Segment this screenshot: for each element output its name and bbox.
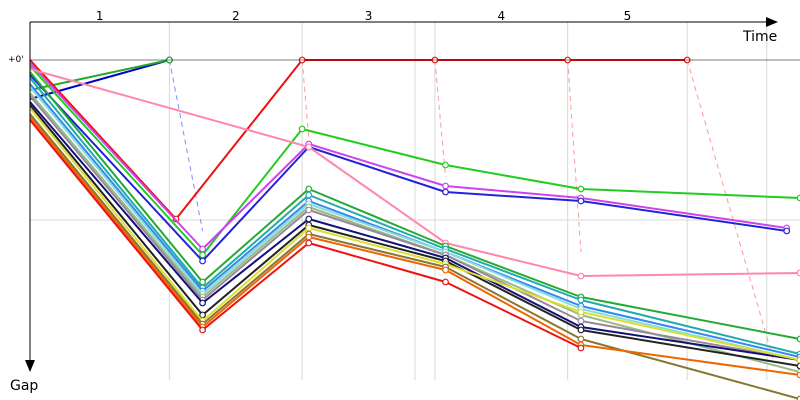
data-point	[577, 185, 585, 193]
data-point	[305, 233, 313, 241]
series-path	[29, 65, 800, 256]
x-axis-title: Time	[742, 29, 777, 45]
data-point	[199, 257, 206, 265]
leader-line	[301, 59, 310, 139]
lap-label-layer: 1 2 3 4 5	[96, 9, 631, 23]
data-point	[199, 251, 206, 259]
data-point	[305, 215, 313, 223]
data-point	[305, 239, 313, 247]
data-point	[442, 182, 449, 190]
data-point	[442, 278, 449, 286]
axis-layer: Time Gap +0'	[8, 17, 800, 394]
leader-line	[168, 59, 204, 232]
data-point	[199, 326, 206, 334]
data-point	[442, 161, 449, 169]
series-path	[29, 107, 800, 361]
lap-label: 5	[624, 9, 632, 23]
series-path	[29, 77, 800, 355]
y-axis-title: Gap	[10, 378, 38, 394]
series-path	[29, 74, 787, 262]
series-path	[29, 59, 170, 100]
data-point	[577, 335, 585, 343]
series-line	[29, 119, 585, 352]
data-point	[305, 143, 313, 151]
data-point	[577, 317, 585, 325]
data-point	[305, 185, 313, 193]
series-path	[29, 83, 800, 358]
data-point	[796, 362, 800, 370]
leader-line	[434, 59, 447, 178]
series-path	[29, 104, 800, 367]
data-point	[305, 191, 313, 199]
x-axis-arrow	[766, 17, 778, 27]
series-path	[29, 62, 787, 250]
data-point	[298, 125, 306, 133]
zero-tick-label: +0'	[8, 55, 24, 65]
data-point	[442, 266, 449, 274]
lap-label: 1	[96, 9, 104, 23]
data-point	[199, 245, 206, 253]
data-point	[796, 335, 800, 343]
data-point	[577, 308, 585, 316]
lap-label: 2	[232, 9, 240, 23]
lap-label: 3	[365, 9, 373, 23]
series-line	[29, 65, 800, 259]
data-point	[796, 356, 800, 364]
data-point	[199, 299, 206, 307]
series-path	[29, 101, 800, 361]
data-point	[305, 206, 313, 214]
data-point	[796, 371, 800, 379]
data-point	[442, 188, 449, 196]
data-point	[577, 197, 585, 205]
series-path	[29, 71, 800, 340]
data-point	[783, 227, 791, 235]
data-point	[305, 224, 313, 232]
data-point	[577, 272, 585, 280]
data-point	[577, 326, 585, 334]
series-path	[29, 92, 800, 373]
y-axis-arrow	[25, 360, 35, 372]
leader-line-layer	[168, 59, 774, 361]
series-layer	[29, 56, 800, 400]
lap-label: 4	[497, 9, 505, 23]
series-path	[29, 95, 800, 361]
data-point	[796, 395, 800, 400]
series-path	[29, 59, 688, 220]
series-path	[29, 86, 800, 361]
data-point	[577, 344, 585, 352]
data-point	[199, 278, 206, 286]
data-point	[199, 311, 206, 319]
leader-line	[567, 59, 582, 253]
data-point	[796, 269, 800, 277]
leader-line	[686, 59, 774, 361]
data-point	[577, 296, 585, 304]
series-path	[29, 116, 800, 376]
data-point	[796, 194, 800, 202]
